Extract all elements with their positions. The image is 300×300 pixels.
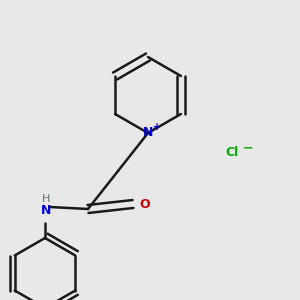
Text: N: N [41,205,51,218]
Text: +: + [153,122,161,132]
Text: H: H [42,194,50,204]
Text: N: N [143,127,153,140]
Text: Cl: Cl [225,146,239,158]
Text: −: − [243,142,253,154]
Text: O: O [140,197,150,211]
